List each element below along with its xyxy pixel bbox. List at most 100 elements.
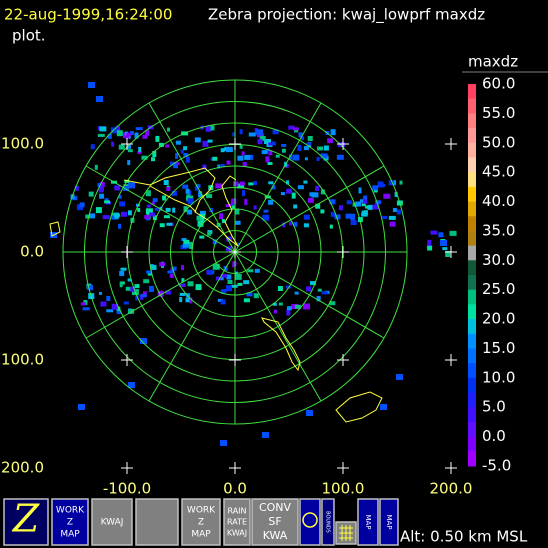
echo [278,302,283,306]
toolbar-label: Z [198,518,204,528]
echo [298,132,303,138]
echo [137,207,141,212]
colorbar-label: 35.0 [482,221,515,239]
colorbar-segment [468,436,476,452]
echo [187,241,194,246]
echo [234,273,242,280]
echo [144,215,151,220]
echo [442,247,448,251]
toolbar-button[interactable] [357,498,379,546]
echo [232,263,236,268]
echo [145,190,151,197]
echo [396,209,401,215]
echo [107,133,112,139]
echo [239,129,243,135]
echo [183,239,190,245]
echo [236,242,240,246]
echo [111,141,115,147]
echo [206,194,213,199]
echo [172,207,176,213]
toolbar-label: WORK [56,506,85,516]
grid-cross [337,138,349,150]
toolbar-label: BOUNDS [325,511,331,533]
toolbar-button[interactable] [251,498,299,546]
echo [140,338,147,344]
echo [306,410,313,416]
echo [165,290,172,295]
echo [150,264,157,270]
echo [320,189,325,195]
echo [185,188,190,194]
echo [187,209,193,215]
echo [163,215,170,219]
echo [151,157,155,162]
echo [96,96,103,102]
toolbar-button[interactable] [3,498,49,546]
echo [94,164,98,170]
echo [200,217,205,222]
toolbar-button[interactable] [135,498,179,546]
echo [355,201,362,207]
echo [185,156,190,163]
toolbar-label: KWA [263,529,288,542]
toolbar-button[interactable] [51,498,89,546]
echo [111,303,118,310]
toolbar-button[interactable] [181,498,221,546]
echo [215,183,223,189]
echo [233,181,239,187]
echo [321,291,328,295]
echo [134,132,139,139]
echo [243,298,250,303]
echo [286,180,289,185]
grid-cross [121,462,133,474]
grid-cross [445,246,457,258]
toolbar-button[interactable] [91,498,133,546]
grid-cross [445,138,457,150]
echo [330,211,335,217]
y-axis-label: 100.0 [1,351,44,369]
toolbar-button[interactable] [379,498,399,546]
toolbar-label: WORK [187,506,216,516]
echo [181,238,187,241]
echo [239,181,245,186]
echo [440,240,447,246]
echo [244,154,251,160]
echo [167,127,170,132]
echo [303,146,309,151]
echo [317,288,322,292]
echo [261,150,268,155]
colorbar-segment [468,363,476,379]
echo [445,251,451,257]
echo [99,193,105,199]
echo [392,208,397,212]
echo [275,154,280,158]
echo [104,200,111,204]
echo [215,276,221,281]
echo [187,281,194,287]
echo [338,205,343,211]
echo [199,235,205,239]
echo [90,213,95,219]
echo [116,213,121,217]
echo [329,301,336,306]
echo [286,309,291,316]
toolbar-button[interactable] [299,498,321,546]
echo [303,303,310,310]
echo [212,156,218,161]
echo [97,133,105,137]
echo [163,180,169,185]
echo [293,221,298,227]
echo [291,192,296,199]
echo [189,297,193,304]
echo [281,144,287,147]
echo [323,145,329,151]
echo [154,207,159,211]
toolbar-button[interactable] [223,498,251,546]
colorbar-segment [468,98,476,114]
echo [345,213,352,219]
toolbar-button[interactable] [321,498,335,546]
echo [330,129,336,136]
echo [254,268,260,273]
echo [169,273,174,278]
